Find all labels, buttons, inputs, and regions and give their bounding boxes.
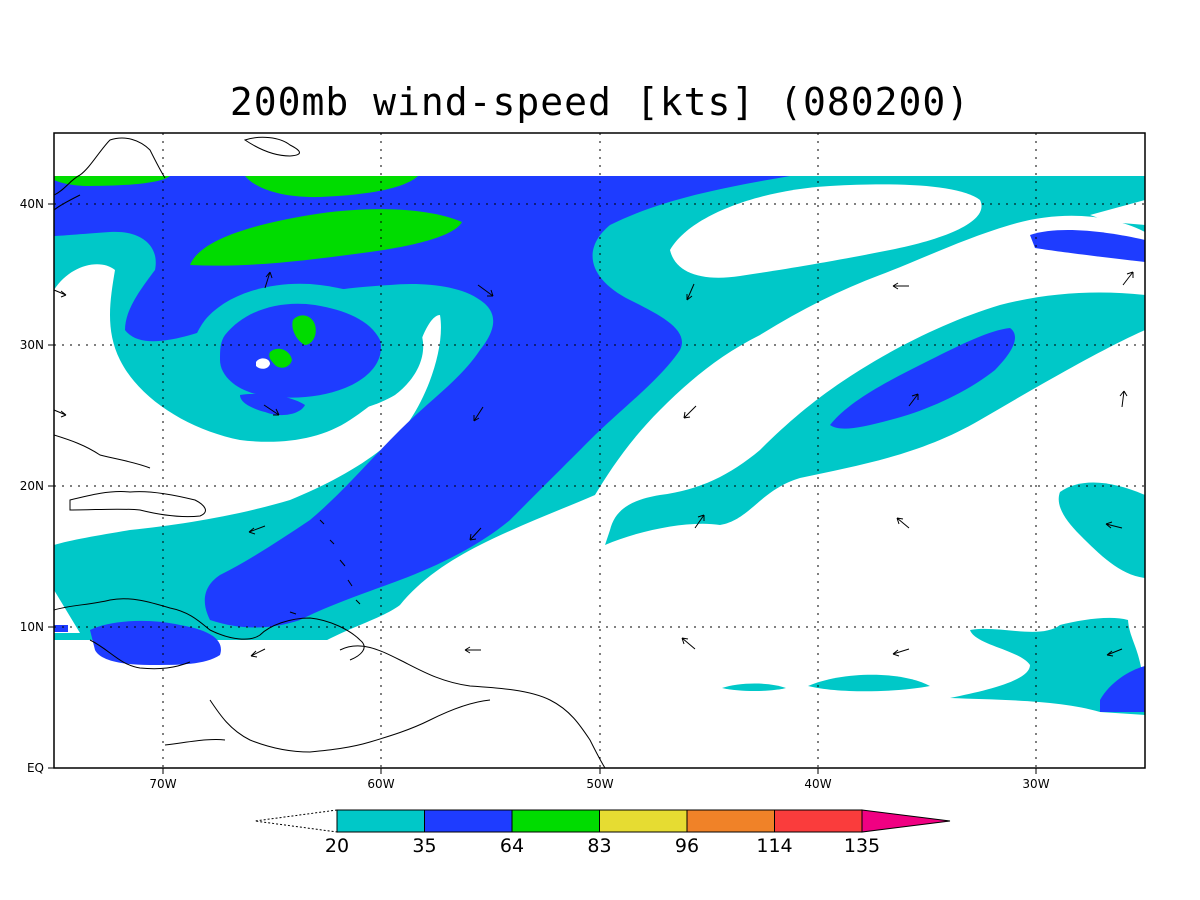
- y-tick-10n: 10N: [20, 620, 44, 634]
- colorbar-low-triangle: [254, 809, 338, 833]
- map-title: 200mb wind-speed [kts] (080200): [229, 80, 971, 124]
- colorbar-high-triangle: [861, 809, 951, 833]
- colorbar: 20 35 64 83 96 114 135: [254, 809, 951, 857]
- x-tick-40w: 40W: [804, 777, 831, 791]
- colorbar-swatch-96-114: [686, 809, 775, 833]
- x-tick-50w: 50W: [586, 777, 613, 791]
- contour-35kt-vortex-tail: [240, 393, 305, 416]
- contour-35kt-southeast: [1100, 666, 1145, 712]
- colorbar-label-64: 64: [500, 835, 524, 857]
- colorbar-swatch-35-64: [424, 809, 513, 833]
- x-tick-70w: 70W: [149, 777, 176, 791]
- x-tick-60w: 60W: [367, 777, 394, 791]
- contour-64kt-northwest: [54, 176, 170, 186]
- contour-20kt-patch-se2: [808, 674, 930, 692]
- coastlines: [54, 136, 606, 768]
- y-tick-30n: 30N: [20, 338, 44, 352]
- y-tick-40n: 40N: [20, 197, 44, 211]
- contour-35kt-vortex: [220, 303, 381, 398]
- x-tick-30w: 30W: [1022, 777, 1049, 791]
- grid: [54, 133, 1145, 768]
- contour-below-20kt-vortex-eye: [256, 358, 270, 369]
- contour-20kt-gap-ne: [670, 184, 982, 278]
- colorbar-swatch-64-83: [511, 809, 600, 833]
- colorbar-label-135: 135: [844, 835, 880, 857]
- y-tick-20n: 20N: [20, 479, 44, 493]
- contour-64kt-vortex-a: [292, 315, 316, 345]
- contour-20kt-gap-caribbean: [54, 640, 1145, 768]
- colorbar-label-114: 114: [756, 835, 792, 857]
- contour-35kt-caribbean: [90, 620, 221, 665]
- contour-35kt-far-east: [1030, 230, 1145, 262]
- contour-35kt-jet: [54, 176, 790, 628]
- contour-20kt-patch-se: [950, 617, 1145, 715]
- colorbar-label-83: 83: [587, 835, 611, 857]
- tick-marks: [48, 203, 1037, 774]
- contour-35kt-left-edge: [54, 625, 68, 632]
- colorbar-label-96: 96: [675, 835, 699, 857]
- wind-vectors: [53, 271, 1134, 658]
- contour-35kt-east: [830, 328, 1015, 429]
- contour-20kt-patch-se3: [722, 683, 786, 691]
- contour-64kt-vortex-b: [269, 348, 292, 368]
- colorbar-swatch-83-96: [599, 809, 688, 833]
- colorbar-swatch-114-135: [774, 809, 863, 833]
- contour-64kt-north: [190, 209, 462, 266]
- colorbar-label-20: 20: [325, 835, 349, 857]
- colorbar-label-35: 35: [412, 835, 436, 857]
- y-tick-eq: EQ: [27, 761, 44, 775]
- contour-20kt-gap-far-ne: [1090, 200, 1145, 225]
- contour-20kt-gap-west: [54, 264, 441, 545]
- colorbar-swatch-20-35: [336, 809, 425, 833]
- contour-64kt-top: [245, 176, 418, 198]
- contour-20kt-patch-east: [1058, 482, 1145, 578]
